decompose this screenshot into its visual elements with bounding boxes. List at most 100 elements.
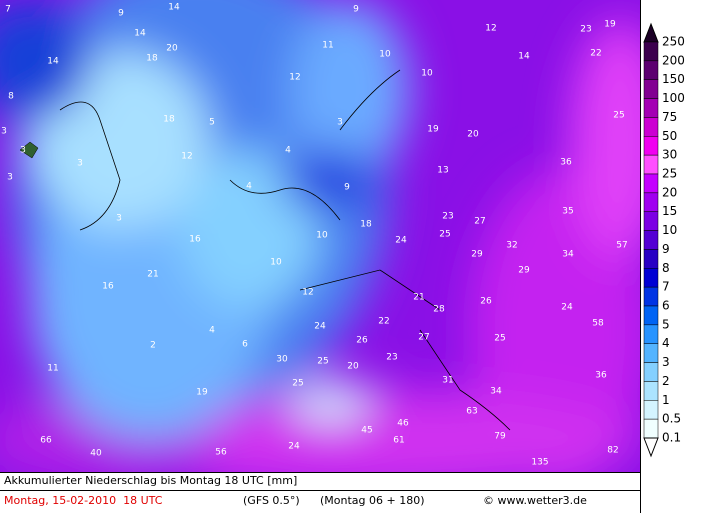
legend-label: 2 (662, 374, 670, 388)
legend-label: 1 (662, 393, 670, 407)
value-label: 25 (317, 357, 328, 367)
value-label: 2 (150, 341, 156, 351)
legend-label: 7 (662, 280, 670, 294)
value-label: 36 (560, 158, 572, 168)
value-label: 10 (316, 231, 328, 241)
value-label: 4 (209, 326, 215, 336)
footer (0, 472, 704, 513)
value-label: 3 (77, 159, 83, 169)
legend-label: 6 (662, 299, 670, 313)
value-label: 21 (413, 293, 424, 303)
value-label: 24 (288, 442, 300, 452)
value-label: 34 (490, 387, 502, 397)
legend-label: 0.1 (662, 431, 681, 445)
value-label: 23 (386, 353, 397, 363)
legend-swatch (643, 362, 659, 382)
legend: 250 200 150 100 75 50 30 25 20 15 10 9 8 7 6 5 4 3 2 1 0.5 0.… (640, 0, 704, 472)
value-label: 26 (480, 297, 492, 307)
value-label: 21 (147, 270, 158, 280)
value-label: 25 (292, 379, 303, 389)
value-label: 135 (531, 458, 548, 468)
value-label: 10 (270, 258, 282, 268)
legend-label: 150 (662, 72, 685, 86)
value-label: 24 (314, 322, 326, 332)
legend-swatch (643, 41, 659, 62)
value-label: 3 (337, 118, 343, 128)
value-label: 19 (427, 125, 439, 135)
value-label: 7 (5, 5, 11, 15)
value-label: 25 (439, 230, 450, 240)
legend-label: 9 (662, 242, 670, 256)
value-label: 6 (242, 340, 248, 350)
legend-label: 50 (662, 129, 677, 143)
legend-arrow-bottom (643, 437, 659, 458)
legend-swatch (643, 343, 659, 363)
legend-swatch (643, 60, 659, 80)
value-label: 9 (353, 5, 359, 15)
legend-swatch (643, 400, 659, 420)
footer-date: Montag, 15-02-2010 18 UTC (4, 494, 163, 507)
value-label: 56 (215, 448, 227, 458)
value-label: 14 (518, 52, 530, 62)
value-label: 24 (395, 236, 407, 246)
value-label: 3 (7, 173, 13, 183)
value-label: 10 (379, 50, 391, 60)
value-label: 24 (561, 303, 573, 313)
value-label: 22 (378, 317, 389, 327)
legend-swatch (643, 230, 659, 250)
value-label: 20 (166, 44, 178, 54)
legend-label: 75 (662, 110, 677, 124)
value-label: 4 (285, 146, 291, 156)
value-label: 20 (347, 362, 359, 372)
legend-label: 5 (662, 317, 670, 331)
value-label: 45 (361, 426, 372, 436)
value-label: 57 (616, 241, 627, 251)
legend-label: 10 (662, 223, 677, 237)
value-label: 11 (322, 41, 333, 51)
legend-swatch (643, 249, 659, 269)
value-label: 11 (47, 364, 58, 374)
legend-label: 30 (662, 148, 677, 162)
value-label: 12 (181, 152, 192, 162)
value-label: 3 (20, 146, 26, 156)
value-label: 13 (437, 166, 448, 176)
value-label: 66 (40, 436, 52, 446)
value-label: 20 (467, 130, 479, 140)
legend-swatch (643, 268, 659, 288)
value-label: 29 (518, 266, 530, 276)
value-label: 10 (421, 69, 433, 79)
legend-swatch (643, 305, 659, 326)
value-label: 58 (592, 319, 604, 329)
legend-label: 8 (662, 261, 670, 275)
value-label: 3 (1, 127, 7, 137)
legend-swatch (643, 418, 659, 439)
legend-swatch (643, 79, 659, 99)
value-label: 27 (474, 217, 485, 227)
value-label: 79 (494, 432, 506, 442)
value-label: 32 (506, 241, 517, 251)
value-label: 25 (613, 111, 624, 121)
value-label: 19 (196, 388, 208, 398)
value-label: 14 (134, 29, 146, 39)
legend-swatch (643, 286, 659, 307)
value-label: 9 (344, 183, 350, 193)
value-label: 8 (8, 92, 14, 102)
value-label: 30 (276, 355, 288, 365)
footer-run: (Montag 06 + 180) (320, 494, 425, 507)
value-label: 40 (90, 449, 102, 459)
value-label: 26 (356, 336, 368, 346)
value-label: 14 (168, 3, 180, 13)
legend-label: 4 (662, 336, 670, 350)
map (0, 0, 640, 472)
value-label: 34 (562, 250, 574, 260)
value-label: 18 (163, 115, 175, 125)
legend-swatch (643, 154, 659, 175)
value-label: 4 (246, 182, 252, 192)
footer-copyright: © www.wetter3.de (483, 494, 587, 507)
legend-swatch (643, 98, 659, 118)
legend-label: 20 (662, 185, 677, 199)
legend-swatch (643, 173, 659, 194)
value-label: 31 (442, 376, 453, 386)
